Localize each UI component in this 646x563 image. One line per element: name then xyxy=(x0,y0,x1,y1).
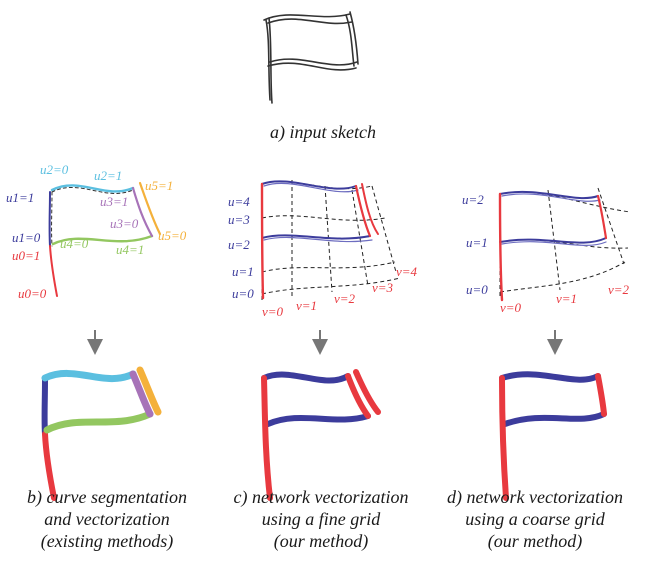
label-d-v0: v=0 xyxy=(500,300,522,315)
label-u5-0: u5=0 xyxy=(158,228,187,243)
panel-d-vectors xyxy=(498,190,608,302)
caption-c: c) network vectorization using a fine gr… xyxy=(214,486,428,552)
label-u1-0: u1=0 xyxy=(12,230,41,245)
panel-d-u-labels: u=2 u=1 u=0 xyxy=(462,192,488,297)
caption-c-line-1: c) network vectorization xyxy=(233,487,409,507)
label-d-u0: u=0 xyxy=(466,282,488,297)
caption-d: d) network vectorization using a coarse … xyxy=(428,486,642,552)
label-u4-1: u4=1 xyxy=(116,242,144,257)
caption-d-line-1: d) network vectorization xyxy=(447,487,623,507)
label-u3-1: u3=1 xyxy=(100,194,128,209)
panel-b-strokes xyxy=(48,181,162,297)
caption-b-line-1: b) curve segmentation xyxy=(27,487,187,507)
label-c-v1: v=1 xyxy=(296,298,317,313)
caption-d-line-3: (our method) xyxy=(487,531,583,551)
label-c-u3: u=3 xyxy=(228,212,250,227)
label-u0-0: u0=0 xyxy=(18,286,47,301)
label-d-v1: v=1 xyxy=(556,291,577,306)
label-c-u2: u=2 xyxy=(228,237,250,252)
label-c-u4: u=4 xyxy=(228,194,250,209)
label-u1-1: u1=1 xyxy=(6,190,34,205)
label-c-v0: v=0 xyxy=(262,304,284,319)
label-c-v2: v=2 xyxy=(334,291,356,306)
label-u4-0: u4=0 xyxy=(60,236,89,251)
label-u2-1: u2=1 xyxy=(94,168,122,183)
caption-a: a) input sketch xyxy=(205,121,441,143)
panel-d-v-labels: v=0 v=1 v=2 xyxy=(500,282,630,315)
panel-c-v-labels: v=0 v=1 v=2 v=3 v=4 xyxy=(262,264,418,319)
panel-c-u-labels: u=4 u=3 u=2 u=1 u=0 xyxy=(228,194,254,301)
label-d-v2: v=2 xyxy=(608,282,630,297)
label-c-u0: u=0 xyxy=(232,286,254,301)
label-u5-1: u5=1 xyxy=(145,178,173,193)
down-arrows xyxy=(87,330,563,355)
result-c xyxy=(261,369,381,501)
label-c-u1: u=1 xyxy=(232,264,254,279)
label-u3-0: u3=0 xyxy=(110,216,139,231)
result-b xyxy=(41,366,162,501)
label-u2-0: u2=0 xyxy=(40,162,69,177)
caption-b-line-3: (existing methods) xyxy=(40,531,174,551)
caption-c-line-3: (our method) xyxy=(273,531,369,551)
label-d-u1: u=1 xyxy=(466,235,488,250)
label-d-u2: u=2 xyxy=(462,192,484,207)
input-sketch xyxy=(263,11,359,104)
result-d xyxy=(499,371,607,501)
caption-b: b) curve segmentation and vectorization … xyxy=(0,486,214,552)
label-u0-1: u0=1 xyxy=(12,248,40,263)
caption-d-line-2: using a coarse grid xyxy=(465,509,605,529)
panel-c-vectors xyxy=(260,180,379,300)
label-c-v4: v=4 xyxy=(396,264,418,279)
caption-b-line-2: and vectorization xyxy=(44,509,170,529)
caption-c-line-2: using a fine grid xyxy=(261,509,381,529)
panel-b-labels: u2=0 u2=1 u5=1 u1=1 u3=1 u3=0 u1=0 u4=0 … xyxy=(6,162,187,301)
label-c-v3: v=3 xyxy=(372,280,394,295)
caption-a-line: a) input sketch xyxy=(270,122,376,142)
